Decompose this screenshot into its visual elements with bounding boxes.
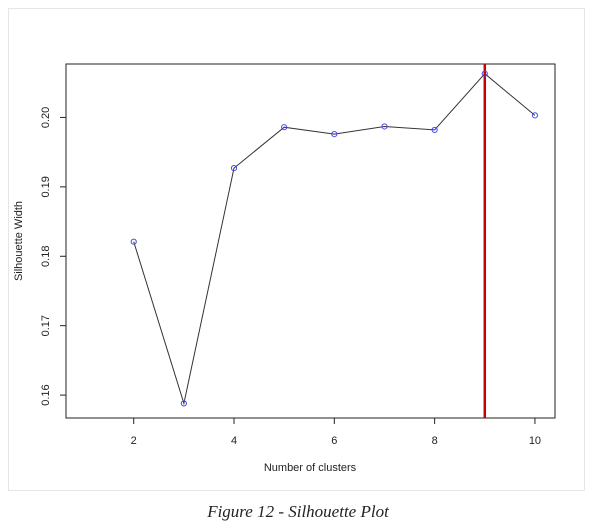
y-tick-label: 0.19 [40,176,52,197]
data-point [131,239,136,244]
x-tick-label: 8 [432,435,438,447]
data-point [532,113,537,118]
y-tick-label: 0.16 [40,384,52,405]
x-tick-label: 6 [331,435,337,447]
x-tick-label: 4 [231,435,237,447]
y-tick-label: 0.17 [40,315,52,336]
y-tick-labels: 0.16 0.17 0.18 0.19 0.20 [40,107,52,406]
x-axis-label: Number of clusters [264,462,357,474]
tick-marks [60,117,535,424]
x-tick-labels: 2 4 6 8 10 [131,435,541,447]
data-points [131,71,537,406]
plot-area-box [66,64,555,418]
x-tick-label: 10 [529,435,541,447]
silhouette-chart: 2 4 6 8 10 0.16 0.17 0.18 0.19 0.20 Number of cl… [0,0,596,500]
x-tick-label: 2 [131,435,137,447]
y-tick-label: 0.20 [40,107,52,128]
figure-caption: Figure 12 - Silhouette Plot [0,502,596,522]
y-axis-label: Silhouette Width [13,201,25,281]
y-tick-label: 0.18 [40,246,52,267]
series-line [134,74,535,404]
